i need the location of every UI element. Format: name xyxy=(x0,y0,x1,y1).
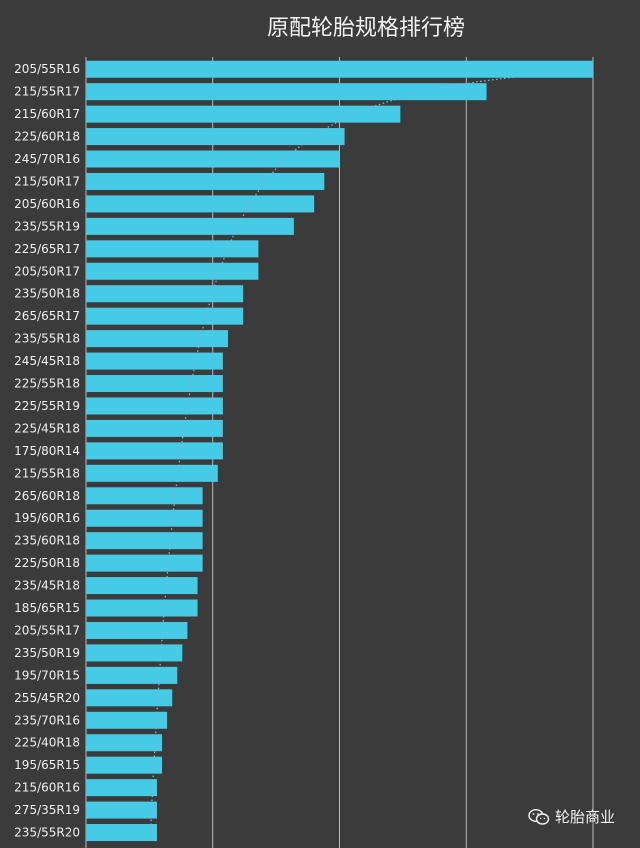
bar-205/55R17 xyxy=(86,621,188,639)
category-label: 235/50R19 xyxy=(14,646,80,660)
watermark: 轮胎商业 xyxy=(528,806,615,827)
wechat-icon xyxy=(528,808,550,825)
category-label: 225/45R18 xyxy=(14,421,80,435)
category-label: 235/60R18 xyxy=(14,534,80,548)
bar-195/60R16 xyxy=(86,509,203,527)
bar-185/65R15 xyxy=(86,599,198,617)
category-label: 205/60R16 xyxy=(14,197,80,211)
category-label: 225/60R18 xyxy=(14,130,80,144)
bar-215/60R16 xyxy=(86,779,157,797)
bar-215/50R17 xyxy=(86,172,325,190)
bar-215/55R18 xyxy=(86,464,218,482)
category-label: 235/45R18 xyxy=(14,579,80,593)
bar-275/35R19 xyxy=(86,801,157,819)
category-label: 265/65R17 xyxy=(14,309,80,323)
bar-245/70R16 xyxy=(86,150,340,168)
watermark-text: 轮胎商业 xyxy=(555,808,616,826)
category-label: 235/55R19 xyxy=(14,219,80,233)
category-label: 225/40R18 xyxy=(14,736,80,750)
category-label: 185/65R15 xyxy=(14,601,80,615)
bar-195/70R15 xyxy=(86,666,178,684)
bar-235/55R18 xyxy=(86,330,228,348)
bar-225/55R19 xyxy=(86,397,223,415)
category-label: 225/55R18 xyxy=(14,377,80,391)
category-label: 225/50R18 xyxy=(14,556,80,570)
category-label: 245/45R18 xyxy=(14,354,80,368)
bar-205/55R16 xyxy=(86,60,593,78)
category-label: 245/70R16 xyxy=(14,152,80,166)
bar-215/60R17 xyxy=(86,105,401,123)
category-label: 215/55R17 xyxy=(14,85,80,99)
category-label: 275/35R19 xyxy=(14,803,80,817)
category-label: 205/50R17 xyxy=(14,264,80,278)
category-label: 235/55R20 xyxy=(14,826,80,840)
bar-255/45R20 xyxy=(86,689,173,707)
category-label: 225/65R17 xyxy=(14,242,80,256)
category-label: 215/60R17 xyxy=(14,107,80,121)
bar-225/65R17 xyxy=(86,240,259,258)
category-label: 215/55R18 xyxy=(14,466,80,480)
bar-225/55R18 xyxy=(86,375,223,393)
category-label: 265/60R18 xyxy=(14,489,80,503)
bar-265/60R18 xyxy=(86,487,203,505)
bar-235/55R20 xyxy=(86,824,157,842)
bar-235/50R19 xyxy=(86,644,183,662)
category-label: 195/70R15 xyxy=(14,668,80,682)
bar-225/45R18 xyxy=(86,419,223,437)
bar-205/60R16 xyxy=(86,195,315,213)
bar-225/50R18 xyxy=(86,554,203,572)
bar-235/45R18 xyxy=(86,577,198,595)
category-label: 215/60R16 xyxy=(14,781,80,795)
bar-225/60R18 xyxy=(86,128,345,146)
bar-195/65R15 xyxy=(86,756,163,774)
category-label: 255/45R20 xyxy=(14,691,80,705)
category-label: 235/50R18 xyxy=(14,287,80,301)
bar-235/70R16 xyxy=(86,711,168,729)
category-label: 225/55R19 xyxy=(14,399,80,413)
category-label: 195/60R16 xyxy=(14,511,80,525)
category-label: 215/50R17 xyxy=(14,174,80,188)
bar-205/50R17 xyxy=(86,262,259,280)
bar-265/65R17 xyxy=(86,307,244,325)
bar-215/55R17 xyxy=(86,83,487,101)
category-label: 205/55R17 xyxy=(14,623,80,637)
category-label: 235/70R16 xyxy=(14,713,80,727)
category-label: 205/55R16 xyxy=(14,62,80,76)
chart-title: 原配轮胎规格排行榜 xyxy=(266,16,465,41)
bar-225/40R18 xyxy=(86,734,163,752)
category-label: 175/80R14 xyxy=(14,444,80,458)
category-label: 235/55R18 xyxy=(14,332,80,346)
bar-235/60R18 xyxy=(86,532,203,550)
category-label: 195/65R15 xyxy=(14,758,80,772)
bar-235/50R18 xyxy=(86,285,244,303)
bar-235/55R19 xyxy=(86,217,294,235)
bar-245/45R18 xyxy=(86,352,223,370)
bar-175/80R14 xyxy=(86,442,223,460)
